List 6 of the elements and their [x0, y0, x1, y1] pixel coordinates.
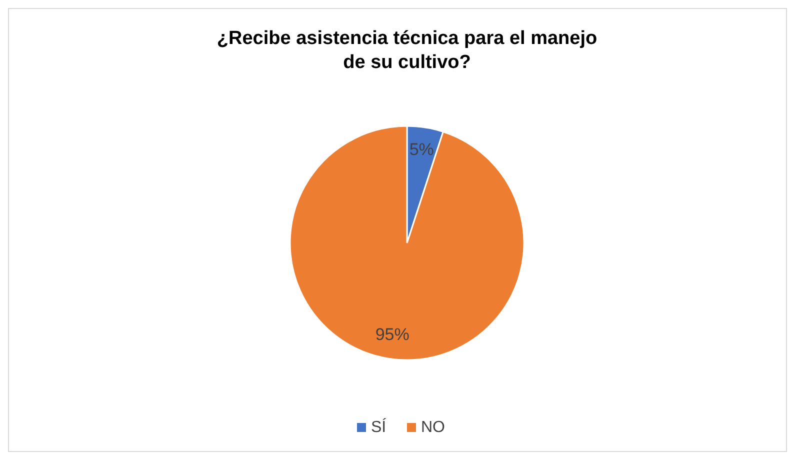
- legend-label: NO: [421, 419, 445, 436]
- data-label: 95%: [375, 324, 410, 344]
- chart-title: ¿Recibe asistencia técnica para el manejo de su cultivo?: [216, 28, 598, 73]
- pie-slice: [289, 125, 525, 361]
- legend-label: SÍ: [371, 418, 387, 436]
- data-label: 5%: [409, 140, 434, 160]
